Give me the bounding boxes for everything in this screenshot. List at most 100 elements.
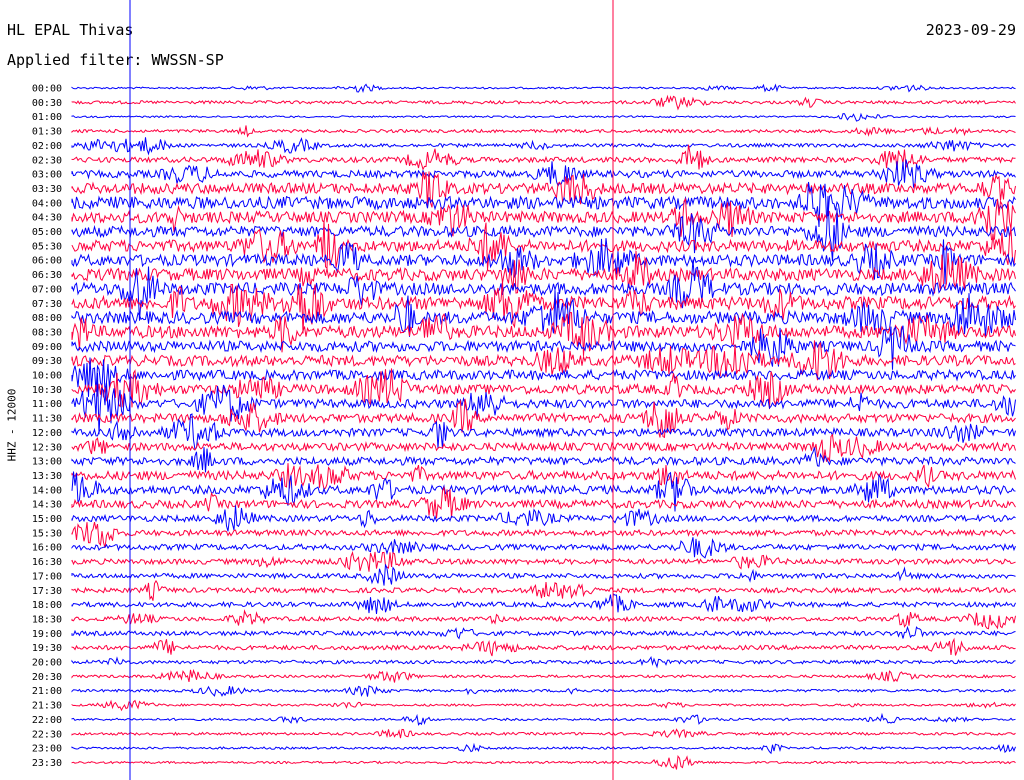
trace-row [71, 197, 1016, 241]
trace-row [71, 755, 1016, 770]
row-label: 11:30 [32, 414, 62, 425]
row-label-group: 00:00 00:30 01:00 01:30 02:00 02:30 03:00 03:30… [32, 84, 62, 769]
row-label: 06:00 [32, 256, 62, 267]
row-label: 22:00 [32, 715, 62, 726]
row-label: 18:30 [32, 614, 62, 625]
trace-row [71, 625, 1016, 640]
trace-row [71, 357, 1016, 397]
trace-row [71, 656, 1016, 669]
trace-group [71, 83, 1016, 770]
row-label: 08:00 [32, 313, 62, 324]
row-label: 03:00 [32, 170, 62, 181]
row-label: 05:30 [32, 241, 62, 252]
row-label: 13:30 [32, 471, 62, 482]
trace-row [71, 668, 1016, 683]
row-label: 17:30 [32, 586, 62, 597]
row-label: 06:30 [32, 270, 62, 281]
trace-row [71, 250, 1016, 294]
trace-row [71, 220, 1016, 270]
trace-row [71, 372, 1016, 435]
row-label: 16:00 [32, 543, 62, 554]
trace-row [71, 728, 1016, 739]
trace-row [71, 463, 1016, 490]
row-label: 12:30 [32, 442, 62, 453]
trace-row [71, 471, 1016, 512]
trace-row [71, 579, 1016, 601]
trace-row [71, 447, 1016, 473]
trace-row [71, 637, 1016, 657]
row-label: 20:30 [32, 672, 62, 683]
trace-row [71, 564, 1016, 586]
row-label: 10:00 [32, 371, 62, 382]
trace-row [71, 238, 1016, 285]
row-label: 07:30 [32, 299, 62, 310]
trace-row [71, 550, 1016, 572]
trace-row [71, 742, 1016, 755]
trace-row [71, 537, 1016, 559]
trace-row [71, 290, 1016, 337]
row-label: 17:00 [32, 571, 62, 582]
trace-row [71, 485, 1016, 519]
date-label: 2023-09-29 [925, 21, 1016, 39]
trace-row [71, 181, 1016, 228]
trace-row [71, 125, 1016, 138]
row-label: 23:00 [32, 744, 62, 755]
row-label: 08:30 [32, 327, 62, 338]
trace-row [71, 699, 1016, 712]
row-label: 14:00 [32, 485, 62, 496]
filter-prefix: Applied filter: [7, 51, 152, 69]
row-label: 22:30 [32, 729, 62, 740]
trace-row [71, 398, 1016, 439]
row-label: 07:00 [32, 284, 62, 295]
row-label: 15:30 [32, 528, 62, 539]
trace-row [71, 413, 1016, 451]
row-label: 02:00 [32, 141, 62, 152]
row-label: 04:30 [32, 213, 62, 224]
trace-row [71, 137, 1016, 156]
trace-row [71, 593, 1016, 615]
row-label: 18:00 [32, 600, 62, 611]
trace-row [71, 609, 1016, 630]
row-label: 09:30 [32, 356, 62, 367]
trace-row [71, 171, 1016, 208]
trace-row [71, 505, 1016, 532]
trace-row [71, 83, 1016, 94]
row-label: 13:00 [32, 457, 62, 468]
trace-row [71, 159, 1016, 189]
row-label: 21:30 [32, 701, 62, 712]
row-label: 21:00 [32, 686, 62, 697]
trace-row [71, 94, 1016, 111]
trace-row [71, 433, 1016, 463]
row-label: 15:00 [32, 514, 62, 525]
trace-row [71, 712, 1016, 726]
filter-name: WWSSN-SP [151, 51, 224, 69]
row-label: 00:30 [32, 98, 62, 109]
trace-row [71, 112, 1016, 122]
row-label: 19:00 [32, 629, 62, 640]
trace-row [71, 144, 1016, 171]
row-label: 05:00 [32, 227, 62, 238]
row-label: 01:30 [32, 127, 62, 138]
row-label: 20:00 [32, 658, 62, 669]
trace-row [71, 311, 1016, 356]
station-title: HL EPAL Thivas [7, 21, 134, 39]
trace-row [71, 280, 1016, 334]
row-label: 10:30 [32, 385, 62, 396]
row-label: 11:00 [32, 399, 62, 410]
trace-row [71, 340, 1016, 381]
row-label: 16:30 [32, 557, 62, 568]
row-label: 03:30 [32, 184, 62, 195]
trace-row [71, 521, 1016, 548]
row-label: 04:00 [32, 198, 62, 209]
trace-row [71, 259, 1016, 321]
row-label: 09:00 [32, 342, 62, 353]
row-label: 19:30 [32, 643, 62, 654]
row-label: 23:30 [32, 758, 62, 769]
row-label: 12:00 [32, 428, 62, 439]
trace-row [71, 325, 1016, 370]
filter-label: Applied filter: WWSSN-SP [7, 51, 224, 69]
trace-row [71, 196, 1016, 262]
row-label: 00:00 [32, 84, 62, 95]
row-label: 02:30 [32, 155, 62, 166]
